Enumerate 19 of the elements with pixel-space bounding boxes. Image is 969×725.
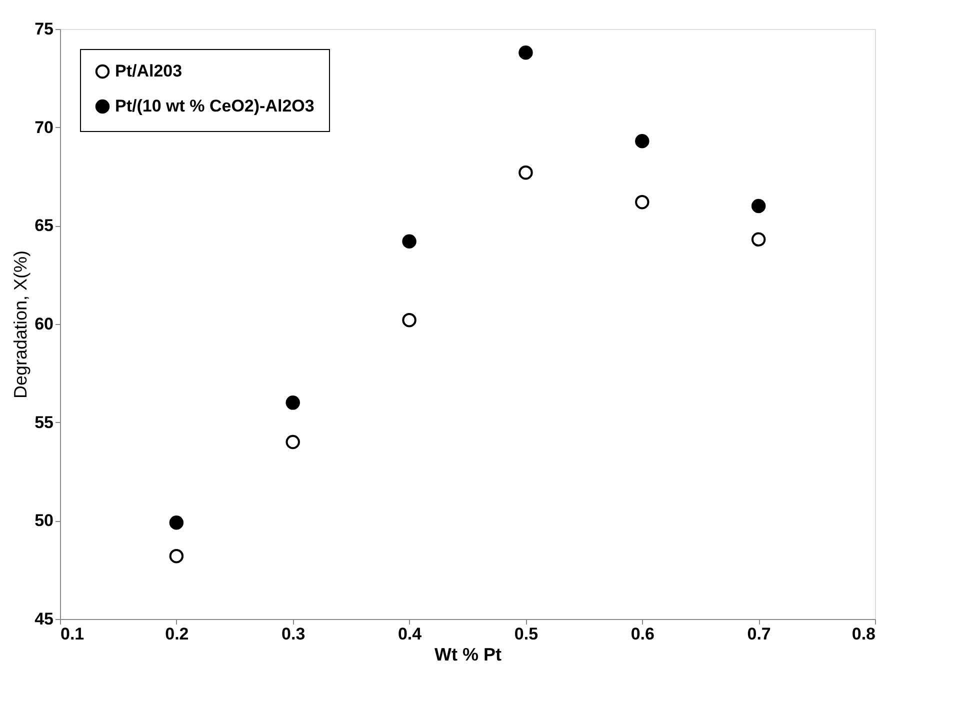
x-tick-label: 0.4 (398, 624, 422, 644)
y-tick-label: 60 (34, 314, 54, 334)
legend-label: Pt/(10 wt % CeO2)-Al2O3 (115, 96, 314, 116)
y-tick-label: 65 (34, 216, 54, 236)
y-tick-label: 75 (34, 20, 54, 38)
y-tick-label: 55 (34, 412, 54, 432)
x-tick-label: 0.7 (747, 624, 771, 644)
x-tick-label: 0.2 (165, 624, 189, 644)
x-tick-label: 0.6 (630, 624, 654, 644)
x-tick-label: 0.5 (514, 624, 538, 644)
y-tick-label: 50 (34, 511, 54, 530)
y-axis-title: Degradation, X(%) (10, 250, 31, 399)
x-axis-title: Wt % Pt (434, 644, 502, 664)
y-tick-label: 45 (34, 610, 54, 628)
x-tick-label: 0.8 (852, 624, 876, 644)
y-tick-label: 70 (34, 118, 54, 137)
x-tick-label: 0.3 (282, 624, 306, 644)
legend-label: Pt/Al203 (115, 62, 182, 80)
x-tick-label: 0.1 (60, 624, 84, 644)
